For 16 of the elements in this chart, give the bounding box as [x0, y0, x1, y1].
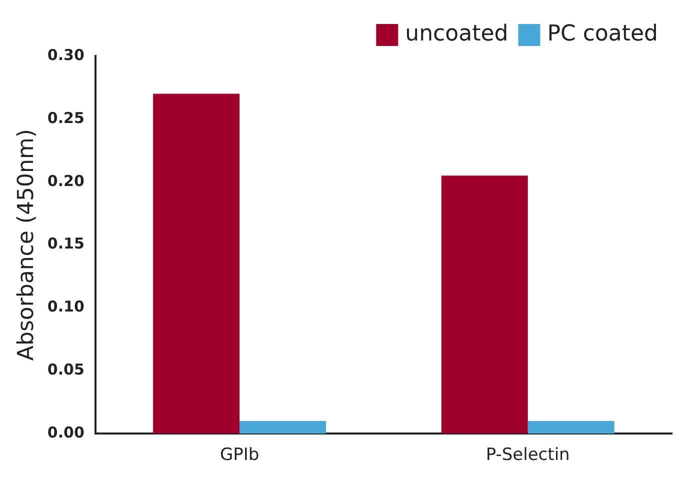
y-tick-label: 0.00	[47, 423, 84, 442]
y-tick-label: 0.20	[47, 172, 84, 190]
x-tick-label: GPIb	[220, 445, 260, 466]
bar	[441, 176, 528, 434]
bar	[153, 94, 240, 434]
y-tick-label: 0.30	[47, 46, 84, 64]
x-tick-label: P-Selectin	[486, 445, 570, 466]
y-tick-label: 0.10	[47, 298, 84, 316]
bar	[528, 421, 614, 434]
y-tick-label: 0.25	[47, 108, 84, 127]
y-tick-label: 0.15	[47, 234, 84, 253]
legend-label: PC coated	[547, 22, 658, 47]
bar	[240, 421, 326, 434]
y-tick-label: 0.05	[47, 360, 84, 379]
y-axis-title: Absorbance (450nm)	[14, 129, 39, 361]
legend-label: uncoated	[405, 22, 508, 47]
